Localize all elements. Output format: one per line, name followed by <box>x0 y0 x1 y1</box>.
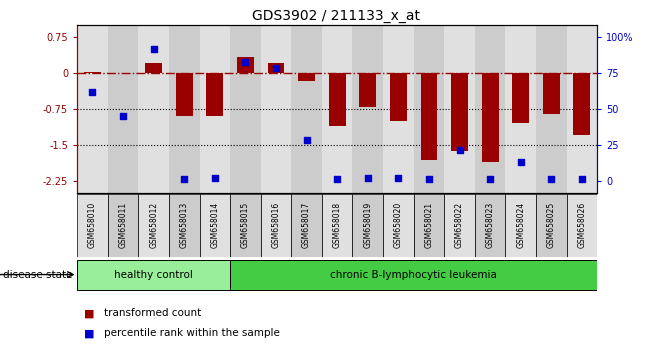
Point <box>546 177 557 182</box>
FancyBboxPatch shape <box>108 194 138 257</box>
Bar <box>566 25 597 193</box>
FancyBboxPatch shape <box>383 194 413 257</box>
Text: GSM658012: GSM658012 <box>149 202 158 248</box>
Bar <box>413 25 444 193</box>
Text: percentile rank within the sample: percentile rank within the sample <box>104 329 280 338</box>
Text: ■: ■ <box>84 308 95 318</box>
Bar <box>261 25 291 193</box>
Text: GSM658016: GSM658016 <box>272 202 280 248</box>
Bar <box>298 73 315 81</box>
FancyBboxPatch shape <box>413 194 444 257</box>
Text: GSM658025: GSM658025 <box>547 202 556 248</box>
FancyBboxPatch shape <box>138 194 169 257</box>
FancyBboxPatch shape <box>261 194 291 257</box>
Bar <box>207 73 223 116</box>
Bar <box>444 25 475 193</box>
Point <box>393 175 404 181</box>
Point <box>148 46 159 52</box>
FancyBboxPatch shape <box>566 194 597 257</box>
Bar <box>543 73 560 114</box>
Text: GSM658019: GSM658019 <box>363 202 372 248</box>
Text: GSM658023: GSM658023 <box>486 202 495 248</box>
Bar <box>574 73 590 135</box>
Text: GSM658010: GSM658010 <box>88 202 97 248</box>
Point <box>576 177 587 182</box>
Bar <box>360 73 376 107</box>
Text: GSM658015: GSM658015 <box>241 202 250 248</box>
Bar <box>230 25 261 193</box>
Text: GSM658022: GSM658022 <box>455 202 464 248</box>
Text: ■: ■ <box>84 329 95 338</box>
Point <box>270 65 281 71</box>
Bar <box>536 25 566 193</box>
Bar <box>268 63 285 73</box>
Bar <box>451 73 468 151</box>
FancyBboxPatch shape <box>77 194 108 257</box>
Point <box>454 147 465 153</box>
Bar <box>475 25 505 193</box>
FancyBboxPatch shape <box>230 260 597 290</box>
Bar <box>352 25 383 193</box>
Text: GSM658024: GSM658024 <box>516 202 525 248</box>
Text: GSM658013: GSM658013 <box>180 202 189 248</box>
Point <box>423 177 434 182</box>
Text: GSM658011: GSM658011 <box>119 202 127 248</box>
FancyBboxPatch shape <box>352 194 383 257</box>
Text: chronic B-lymphocytic leukemia: chronic B-lymphocytic leukemia <box>330 269 497 280</box>
Bar <box>199 25 230 193</box>
Point <box>332 177 343 182</box>
Text: GSM658021: GSM658021 <box>425 202 433 248</box>
Point <box>484 177 495 182</box>
Bar <box>108 25 138 193</box>
FancyBboxPatch shape <box>230 194 261 257</box>
Point <box>209 175 220 181</box>
Point <box>117 113 128 119</box>
Text: GSM658026: GSM658026 <box>577 202 586 248</box>
Bar <box>77 25 108 193</box>
FancyBboxPatch shape <box>291 194 322 257</box>
Point <box>240 59 251 65</box>
Text: GSM658018: GSM658018 <box>333 202 342 248</box>
Text: healthy control: healthy control <box>114 269 193 280</box>
FancyBboxPatch shape <box>77 260 230 290</box>
Bar <box>322 25 352 193</box>
Text: GSM658014: GSM658014 <box>210 202 219 248</box>
Text: GDS3902 / 211133_x_at: GDS3902 / 211133_x_at <box>252 9 419 23</box>
Bar <box>145 63 162 73</box>
FancyBboxPatch shape <box>199 194 230 257</box>
Text: GSM658017: GSM658017 <box>302 202 311 248</box>
Bar <box>421 73 437 160</box>
Bar <box>390 73 407 121</box>
Text: transformed count: transformed count <box>104 308 201 318</box>
Bar <box>512 73 529 123</box>
Bar <box>291 25 322 193</box>
Point <box>362 175 373 181</box>
Bar <box>329 73 346 126</box>
Bar <box>383 25 413 193</box>
FancyBboxPatch shape <box>536 194 566 257</box>
Point <box>179 177 190 182</box>
FancyBboxPatch shape <box>505 194 536 257</box>
Text: GSM658020: GSM658020 <box>394 202 403 248</box>
Bar <box>482 73 499 162</box>
Bar <box>237 57 254 73</box>
Point <box>301 137 312 143</box>
Text: disease state: disease state <box>3 270 73 280</box>
Bar <box>138 25 169 193</box>
Bar <box>505 25 536 193</box>
Bar <box>169 25 199 193</box>
Bar <box>176 73 193 116</box>
FancyBboxPatch shape <box>444 194 475 257</box>
FancyBboxPatch shape <box>322 194 352 257</box>
FancyBboxPatch shape <box>475 194 505 257</box>
Point <box>515 159 526 165</box>
FancyBboxPatch shape <box>169 194 199 257</box>
Bar <box>84 72 101 73</box>
Point <box>87 89 98 95</box>
